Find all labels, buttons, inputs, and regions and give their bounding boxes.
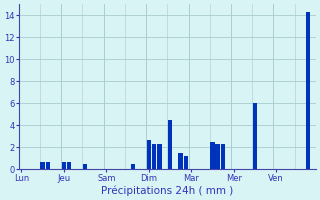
Bar <box>184 156 188 169</box>
Bar <box>67 162 71 169</box>
Bar <box>40 162 45 169</box>
Bar <box>215 144 220 169</box>
X-axis label: Précipitations 24h ( mm ): Précipitations 24h ( mm ) <box>101 185 234 196</box>
Bar <box>252 103 257 169</box>
Bar <box>306 12 310 169</box>
Bar <box>221 144 225 169</box>
Bar <box>83 164 87 169</box>
Bar <box>131 164 135 169</box>
Bar <box>157 144 162 169</box>
Bar <box>210 142 215 169</box>
Bar <box>152 144 156 169</box>
Bar <box>178 153 183 169</box>
Bar <box>147 140 151 169</box>
Bar <box>168 120 172 169</box>
Bar <box>62 162 66 169</box>
Bar <box>46 162 50 169</box>
